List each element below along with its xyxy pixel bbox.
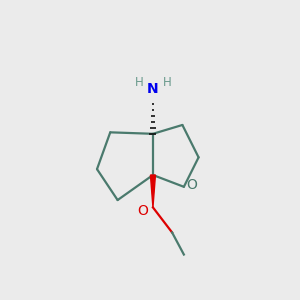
Text: O: O: [187, 178, 197, 192]
Text: H: H: [134, 76, 143, 89]
Text: N: N: [147, 82, 159, 96]
Text: O: O: [137, 204, 148, 218]
Polygon shape: [150, 175, 155, 207]
Text: H: H: [163, 76, 172, 89]
